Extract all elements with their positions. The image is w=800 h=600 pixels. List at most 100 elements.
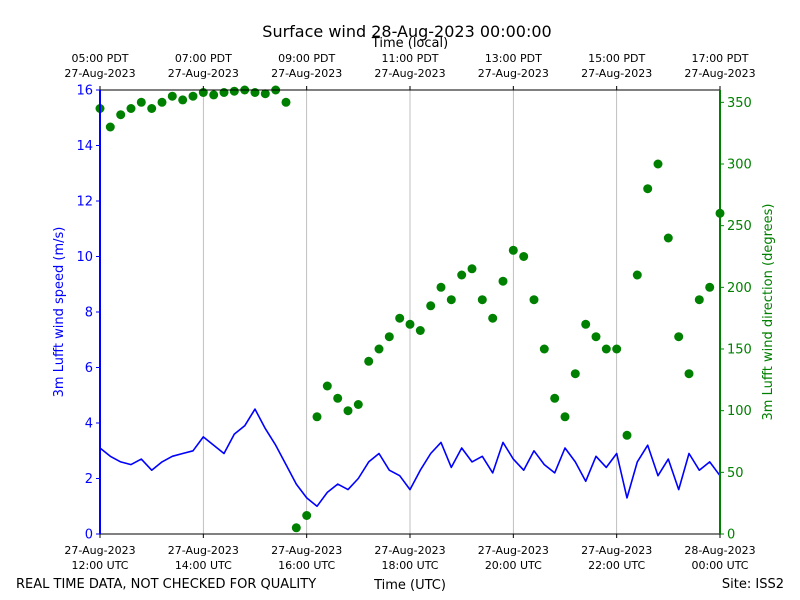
wind-direction-point-30 bbox=[405, 319, 415, 329]
top-tick-date-6: 27-Aug-2023 bbox=[684, 67, 755, 80]
wind-direction-point-9 bbox=[188, 91, 198, 101]
bottom-tick-time-3: 18:00 UTC bbox=[381, 559, 438, 572]
wind-direction-point-7 bbox=[167, 91, 177, 101]
left-tick-label-3: 6 bbox=[85, 361, 93, 376]
top-tick-time-1: 07:00 PDT bbox=[175, 52, 232, 65]
bottom-tick-time-6: 00:00 UTC bbox=[691, 559, 748, 572]
left-tick-label-6: 12 bbox=[76, 195, 93, 210]
wind-direction-point-46 bbox=[570, 369, 580, 379]
y-axis-label-right: 3m Lufft wind direction (degrees) bbox=[761, 204, 776, 421]
top-tick-date-4: 27-Aug-2023 bbox=[478, 67, 549, 80]
right-tick-label-2: 100 bbox=[727, 404, 752, 419]
right-tick-label-5: 250 bbox=[727, 219, 752, 234]
wind-direction-point-8 bbox=[178, 95, 188, 105]
top-tick-time-4: 13:00 PDT bbox=[485, 52, 542, 65]
bottom-tick-time-1: 14:00 UTC bbox=[175, 559, 232, 572]
left-tick-label-8: 16 bbox=[76, 84, 93, 99]
left-tick-label-4: 8 bbox=[85, 306, 93, 321]
right-tick-label-6: 300 bbox=[727, 158, 752, 173]
wind-direction-point-5 bbox=[147, 104, 157, 113]
top-tick-date-3: 27-Aug-2023 bbox=[374, 67, 445, 80]
bottom-tick-date-1: 27-Aug-2023 bbox=[168, 544, 239, 557]
bottom-tick-date-3: 27-Aug-2023 bbox=[374, 544, 445, 557]
wind-direction-point-33 bbox=[436, 282, 446, 292]
wind-direction-point-19 bbox=[291, 523, 301, 533]
wind-direction-point-32 bbox=[426, 301, 436, 311]
right-tick-label-1: 50 bbox=[727, 466, 744, 481]
wind-direction-point-25 bbox=[353, 400, 363, 409]
wind-direction-point-31 bbox=[415, 326, 425, 335]
wind-direction-point-18 bbox=[281, 97, 291, 107]
top-tick-date-0: 27-Aug-2023 bbox=[64, 67, 135, 80]
wind-speed-series bbox=[99, 408, 721, 508]
top-tick-time-2: 09:00 PDT bbox=[278, 52, 335, 65]
site-label: Site: ISS2 bbox=[722, 577, 784, 592]
bottom-axis-ticks: 27-Aug-2023 12:00 UTC 27-Aug-2023 14:00 UTC… bbox=[64, 534, 756, 572]
bottom-tick-time-2: 16:00 UTC bbox=[278, 559, 335, 572]
right-axis-ticks: 0 50 100 150 200 250 300 350 bbox=[720, 96, 752, 543]
wind-direction-point-23 bbox=[333, 393, 343, 403]
wind-direction-point-41 bbox=[519, 252, 529, 261]
x-axis-label: Time (UTC) bbox=[373, 578, 446, 593]
wind-direction-point-39 bbox=[498, 276, 508, 286]
wind-direction-point-16 bbox=[260, 89, 270, 99]
wind-direction-point-21 bbox=[312, 412, 322, 422]
wind-direction-point-47 bbox=[581, 319, 591, 329]
right-tick-label-7: 350 bbox=[727, 96, 752, 111]
wind-direction-point-53 bbox=[643, 184, 653, 194]
left-tick-label-0: 0 bbox=[85, 528, 93, 543]
wind-direction-point-11 bbox=[209, 90, 219, 100]
wind-direction-point-45 bbox=[560, 412, 570, 422]
wind-direction-point-40 bbox=[508, 245, 518, 255]
wind-speed-line bbox=[99, 408, 721, 508]
wind-direction-point-2 bbox=[116, 110, 126, 120]
wind-direction-point-3 bbox=[126, 104, 136, 113]
quality-disclaimer: REAL TIME DATA, NOT CHECKED FOR QUALITY bbox=[16, 577, 316, 592]
top-tick-time-6: 17:00 PDT bbox=[691, 52, 748, 65]
wind-direction-point-54 bbox=[653, 159, 663, 169]
wind-direction-point-58 bbox=[694, 295, 704, 305]
y-axis-label-left: 3m Lufft wind speed (m/s) bbox=[52, 227, 67, 398]
bottom-tick-time-5: 22:00 UTC bbox=[588, 559, 645, 572]
left-tick-label-7: 14 bbox=[76, 139, 93, 154]
top-axis-label: Time (local) bbox=[371, 36, 448, 51]
wind-direction-point-12 bbox=[219, 88, 229, 97]
wind-direction-point-15 bbox=[250, 88, 260, 97]
wind-direction-point-56 bbox=[674, 332, 684, 342]
bottom-tick-date-2: 27-Aug-2023 bbox=[271, 544, 342, 557]
bottom-tick-time-4: 20:00 UTC bbox=[485, 559, 542, 572]
wind-direction-point-43 bbox=[539, 344, 549, 354]
wind-direction-point-20 bbox=[302, 511, 312, 520]
left-tick-label-2: 4 bbox=[85, 417, 93, 432]
top-tick-time-0: 05:00 PDT bbox=[71, 52, 128, 65]
right-tick-label-3: 150 bbox=[727, 343, 752, 358]
wind-direction-point-26 bbox=[364, 356, 374, 366]
bottom-tick-date-0: 27-Aug-2023 bbox=[64, 544, 135, 557]
bottom-tick-date-4: 27-Aug-2023 bbox=[478, 544, 549, 557]
wind-direction-point-1 bbox=[105, 122, 115, 132]
wind-direction-point-55 bbox=[663, 233, 673, 243]
wind-direction-point-50 bbox=[612, 344, 622, 354]
wind-direction-point-29 bbox=[395, 313, 405, 323]
bottom-tick-time-0: 12:00 UTC bbox=[71, 559, 128, 572]
wind-direction-point-36 bbox=[467, 264, 477, 274]
wind-direction-point-48 bbox=[591, 332, 601, 342]
right-tick-label-4: 200 bbox=[727, 281, 752, 296]
wind-direction-point-42 bbox=[529, 295, 539, 305]
wind-direction-point-13 bbox=[229, 86, 239, 96]
top-axis-ticks: 05:00 PDT 27-Aug-2023 07:00 PDT 27-Aug-2023… bbox=[64, 52, 756, 90]
left-axis-ticks: 0 2 4 6 8 10 12 14 16 bbox=[76, 84, 100, 543]
top-tick-date-5: 27-Aug-2023 bbox=[581, 67, 652, 80]
bottom-tick-date-6: 28-Aug-2023 bbox=[684, 544, 755, 557]
wind-direction-point-38 bbox=[488, 313, 498, 323]
wind-direction-point-37 bbox=[477, 295, 487, 305]
wind-direction-point-35 bbox=[457, 270, 467, 280]
left-tick-label-5: 10 bbox=[76, 250, 93, 265]
top-tick-time-5: 15:00 PDT bbox=[588, 52, 645, 65]
wind-direction-point-24 bbox=[343, 406, 353, 416]
top-tick-date-2: 27-Aug-2023 bbox=[271, 67, 342, 80]
wind-direction-point-59 bbox=[705, 282, 715, 292]
wind-direction-point-22 bbox=[322, 381, 332, 391]
wind-direction-point-51 bbox=[622, 430, 632, 440]
